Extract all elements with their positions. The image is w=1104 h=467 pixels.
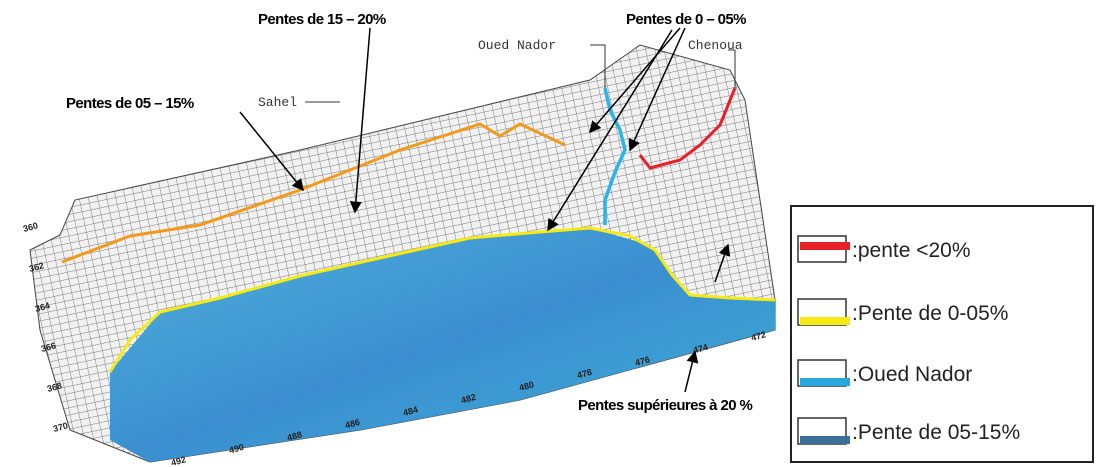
- legend-label: :Oued Nador: [852, 363, 972, 386]
- legend: :pente <20% :Pente de 0-05% :Oued Nador :P…: [791, 206, 1093, 462]
- annotation: Pentes de 15 – 20%: [258, 11, 386, 28]
- annotation: Pentes de 05 – 15%: [66, 95, 194, 112]
- legend-label: :pente <20%: [852, 239, 971, 262]
- legend-color: [800, 242, 850, 250]
- legend-label: :Pente de 05-15%: [852, 421, 1020, 444]
- annotation: Pentes de 0 – 05%: [626, 11, 746, 28]
- place-label: Sahel: [258, 95, 297, 110]
- place-label: Chenoua: [688, 38, 743, 53]
- axis-label: 360: [22, 220, 39, 234]
- legend-color: [800, 317, 850, 325]
- annotation: Pentes supérieures à 20 %: [578, 397, 753, 414]
- figure: Pentes de 15 – 20% Pentes de 0 – 05% Pen…: [0, 0, 1104, 467]
- axis-label: 370: [52, 420, 69, 434]
- legend-color: [800, 378, 850, 386]
- legend-color: [800, 436, 850, 444]
- legend-label: :Pente de 0-05%: [852, 302, 1008, 325]
- place-label: Oued Nador: [478, 38, 556, 53]
